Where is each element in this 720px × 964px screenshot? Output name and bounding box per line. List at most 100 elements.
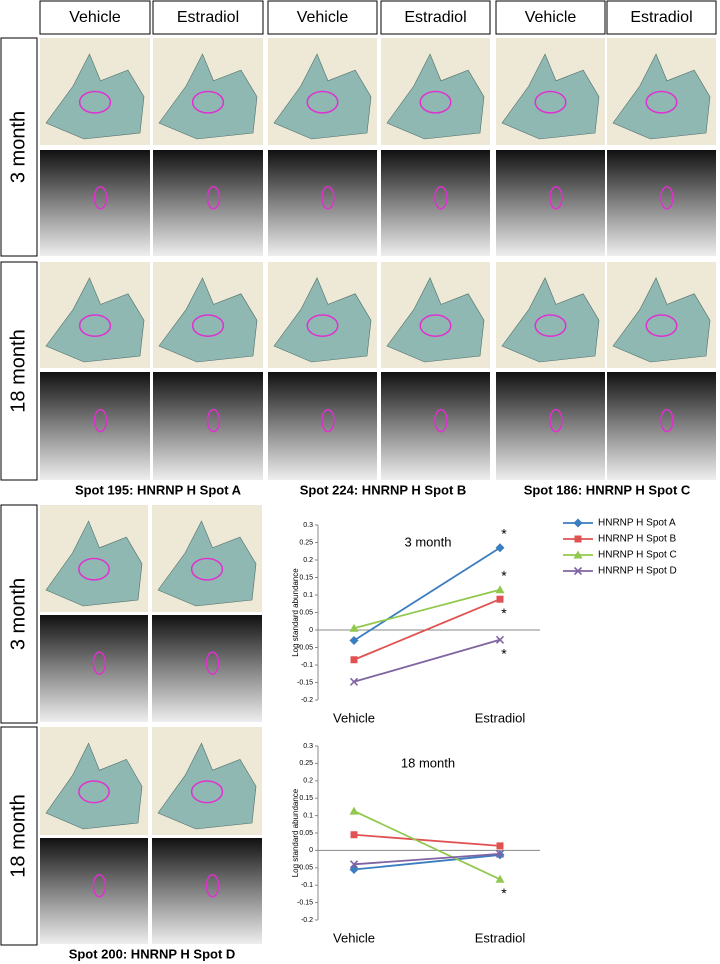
surface	[273, 53, 372, 140]
caption: Spot 200: HNRNP H Spot D	[69, 946, 236, 961]
y-tick-label: 0.1	[303, 592, 313, 599]
series-line	[353, 854, 501, 871]
spot-outline	[419, 90, 452, 114]
surface	[386, 277, 485, 363]
spot-outline	[93, 408, 108, 433]
column-header	[606, 0, 717, 35]
marker	[495, 543, 505, 553]
spot-outline	[645, 314, 678, 337]
spot-outline	[419, 314, 452, 337]
x-tick-label: Estradiol	[475, 710, 526, 725]
y-tick-label: -0.05	[297, 865, 313, 872]
annotation: *	[501, 567, 507, 583]
spot-outline	[534, 314, 567, 337]
marker	[349, 636, 359, 645]
marker	[349, 860, 359, 869]
spot-outline	[549, 408, 563, 433]
column-header	[152, 0, 264, 35]
surface	[386, 53, 485, 140]
spot-outline	[660, 408, 674, 433]
spot-outline	[93, 185, 108, 210]
chart-title: 3 month	[405, 534, 452, 549]
x-tick-label: Estradiol	[475, 930, 526, 945]
row-label: 18 month	[7, 794, 29, 877]
marker	[495, 635, 505, 644]
y-tick-label: 0.3	[303, 743, 313, 750]
column-header	[39, 0, 151, 35]
column-header-text: Vehicle	[69, 9, 121, 26]
series-line	[353, 546, 501, 642]
spot-outline	[534, 90, 567, 114]
surface	[157, 742, 257, 830]
spot-outline	[206, 185, 221, 210]
y-tick-label: -0.05	[297, 644, 313, 651]
spot-outline	[190, 780, 224, 804]
y-tick-label: 0.25	[299, 539, 313, 546]
spot-outline	[434, 185, 448, 210]
series-line	[353, 833, 501, 847]
marker	[350, 656, 358, 664]
series-line	[353, 810, 501, 881]
row-label-box	[0, 504, 38, 724]
y-tick-label: 0	[309, 627, 313, 634]
row-label: 3 month	[7, 578, 29, 650]
series-line	[353, 638, 501, 683]
row-label-box	[0, 261, 38, 481]
surface	[501, 277, 600, 363]
annotation: *	[501, 885, 507, 901]
marker	[573, 566, 583, 576]
spot-outline	[206, 408, 221, 433]
y-tick-label: -0.2	[301, 917, 313, 924]
marker	[349, 677, 359, 686]
y-tick-label: 0.1	[303, 812, 313, 819]
column-header-text: Vehicle	[525, 9, 577, 26]
y-tick-label: -0.2	[301, 697, 313, 704]
marker	[573, 518, 583, 528]
spot-outline	[191, 314, 225, 337]
row-label-box	[0, 726, 38, 946]
column-header-text: Estradiol	[630, 9, 692, 26]
column-header-text: Estradiol	[177, 9, 239, 26]
annotation: *	[501, 525, 507, 541]
spot-outline	[549, 185, 563, 210]
y-tick-label: 0	[309, 847, 313, 854]
y-tick-label: 0.2	[303, 557, 313, 564]
caption: Spot 186: HNRNP H Spot C	[524, 482, 691, 497]
y-tick-label: 0.3	[303, 522, 313, 529]
spot-outline	[321, 185, 335, 210]
marker	[495, 585, 505, 594]
surface	[158, 53, 258, 140]
y-tick-label: 0.15	[299, 795, 313, 802]
marker	[496, 842, 504, 850]
spot-outline	[645, 90, 678, 114]
column-header	[495, 0, 606, 35]
surface	[45, 53, 145, 140]
annotation: *	[501, 646, 507, 662]
row-label-box	[0, 37, 38, 257]
legend-label: HNRNP H Spot B	[598, 534, 677, 545]
marker	[350, 831, 358, 839]
spot-outline	[92, 873, 107, 898]
marker	[574, 535, 582, 543]
spot-outline	[78, 314, 112, 337]
column-header-text: Estradiol	[404, 9, 466, 26]
column-header-text: Vehicle	[297, 9, 349, 26]
spot-outline	[205, 873, 220, 898]
surface	[501, 53, 600, 140]
y-tick-label: -0.1	[301, 882, 313, 889]
marker	[349, 623, 359, 632]
spot-outline	[306, 90, 339, 114]
legend-label: HNRNP H Spot A	[598, 518, 676, 529]
series-line	[353, 598, 501, 661]
spot-outline	[205, 651, 220, 675]
spot-outline	[92, 651, 107, 675]
y-tick-label: 0.25	[299, 760, 313, 767]
chart-title: 18 month	[401, 755, 455, 770]
y-tick-label: 0.2	[303, 778, 313, 785]
marker	[495, 849, 505, 858]
marker	[495, 874, 505, 883]
y-axis-label: Log standard abundance	[291, 568, 300, 657]
series-line	[353, 852, 501, 866]
y-tick-label: -0.15	[297, 679, 313, 686]
